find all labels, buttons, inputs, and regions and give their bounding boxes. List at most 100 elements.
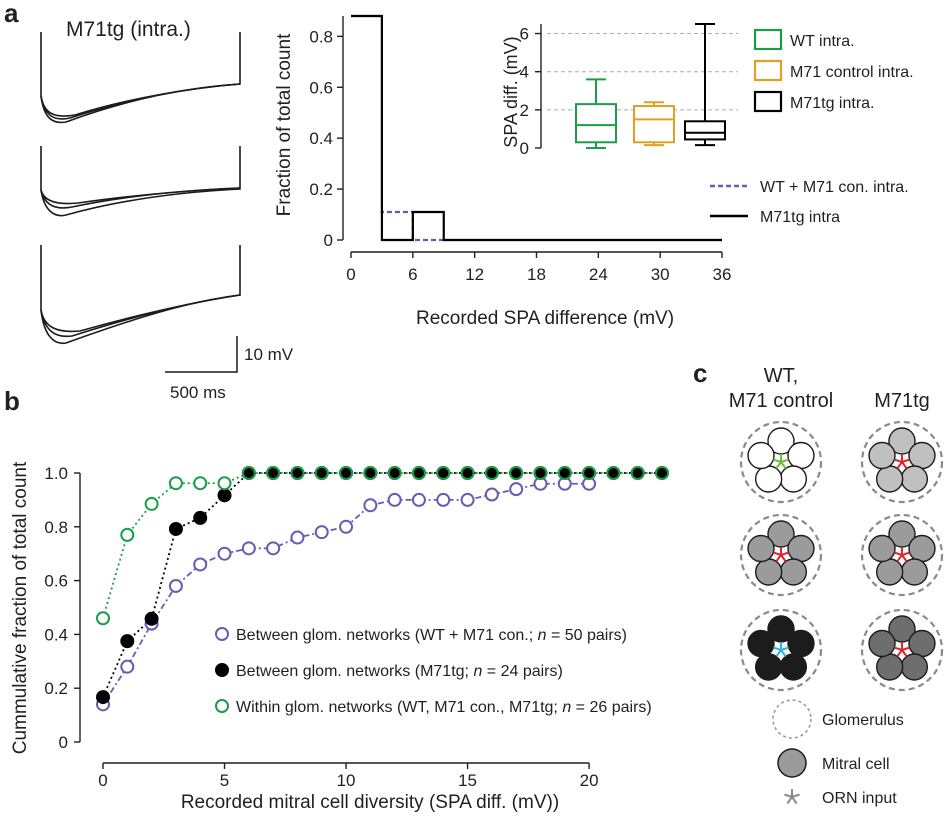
mitral-cell	[908, 441, 936, 470]
cum-point-2	[193, 476, 208, 491]
cum-point-1	[193, 510, 208, 525]
hist-xlabel: Recorded SPA difference (mV)	[416, 308, 674, 329]
cum-point-2	[217, 476, 232, 491]
trace-1c	[40, 83, 241, 117]
orn-input-star	[773, 642, 789, 658]
box-legend-label-wt: WT intra.	[790, 33, 855, 50]
box-iqr	[633, 105, 675, 144]
cum-point-0	[363, 498, 378, 513]
legend-orn-input-icon	[784, 789, 800, 805]
mitral-cell	[875, 558, 904, 586]
orn-input-ray	[775, 554, 782, 563]
mitral-cell	[787, 441, 815, 470]
cum-point-2	[436, 466, 451, 480]
orn-input-ray	[901, 461, 908, 470]
legend-mitral-cell-label: Mitral cell	[822, 756, 890, 773]
trace-2a	[40, 146, 241, 217]
hist-y-tick-label: 0.2	[309, 180, 333, 199]
orn-input-star	[894, 547, 910, 563]
trace-2c	[40, 187, 241, 205]
glomerulus-outline	[860, 608, 944, 692]
orn-input-ray	[896, 554, 903, 563]
mitral-cell	[747, 441, 775, 470]
cum-point-2	[241, 466, 256, 480]
mitral-cell	[868, 441, 896, 470]
diagram-col2-title: M71tg	[874, 390, 930, 412]
cum-x-tick-label: 20	[580, 771, 599, 790]
cum-legend-marker-m71tg	[215, 663, 229, 677]
mitral-cell	[747, 534, 775, 563]
box-legend-swatch-wt	[753, 28, 783, 51]
cum-point-0	[387, 492, 402, 507]
hist-x-tick-label: 6	[408, 265, 417, 284]
cum-point-2	[120, 527, 135, 542]
hist-x-tick-label: 24	[589, 265, 608, 284]
orn-input-ray	[901, 554, 908, 563]
cum-point-1	[96, 690, 110, 705]
panel-letter-c: c	[693, 358, 707, 388]
cum-y-tick-label: 0.4	[44, 625, 68, 644]
mitral-cell	[787, 534, 815, 563]
hist-y-tick-label: 0.8	[309, 27, 333, 46]
mitral-cell	[779, 558, 808, 586]
cum-series-line-2	[102, 472, 662, 619]
cumulative-plot: 0 5 10 15 20 0 0.2 0.4 0.6 0.8 1.0	[44, 464, 669, 790]
orn-input-ray	[901, 649, 908, 658]
cum-point-0	[339, 519, 354, 534]
box-iqr	[684, 120, 726, 141]
orn-input-ray	[901, 646, 910, 651]
cum-point-0	[509, 482, 524, 497]
cum-point-1	[120, 634, 135, 649]
orn-input-star	[773, 547, 789, 563]
mitral-cell	[868, 629, 896, 658]
cum-point-2	[606, 466, 621, 480]
cum-point-1	[168, 521, 183, 536]
cum-point-2	[460, 466, 475, 480]
orn-input-ray	[896, 461, 903, 470]
orn-input-ray	[901, 458, 910, 463]
panel-letter-b: b	[4, 386, 20, 416]
cum-point-2	[557, 466, 572, 480]
cum-point-1	[144, 611, 159, 626]
orn-input-ray	[775, 461, 782, 470]
cum-point-0	[241, 541, 256, 556]
orn-input-ray	[894, 458, 903, 463]
cum-point-0	[436, 492, 451, 507]
mitral-cell	[779, 653, 808, 681]
orn-input-star	[894, 642, 910, 658]
boxplot-inset: 0 2 4 6	[520, 23, 738, 158]
cum-point-2	[582, 466, 597, 480]
orn-input-star	[894, 454, 910, 470]
cum-point-0	[290, 530, 305, 545]
orn-input-ray	[775, 649, 782, 658]
cum-y-tick-label: 0.8	[44, 518, 68, 537]
box-legend-label-m71tg: M71tg intra.	[790, 95, 874, 112]
cum-y-tick-label: 0.6	[44, 572, 68, 591]
box-y-tick-label: 2	[520, 101, 529, 120]
mitral-cell	[875, 653, 904, 681]
cum-point-2	[144, 496, 159, 511]
cum-point-0	[168, 578, 183, 593]
legend-glomerulus-label: Glomerulus	[822, 712, 904, 729]
trace-3a	[40, 245, 241, 345]
box-ylabel: SPA diff. (mV)	[501, 36, 521, 147]
orn-input-ray	[894, 646, 903, 651]
orn-input-ray	[780, 646, 789, 651]
cum-point-2	[533, 466, 548, 480]
mitral-cell	[908, 534, 936, 563]
orn-input-ray	[773, 458, 782, 463]
voltage-traces	[40, 32, 241, 345]
hist-x-tick-label: 30	[651, 265, 670, 284]
hist-x-tick-label: 0	[346, 265, 355, 284]
hist-legend-label-wt: WT + M71 con. intra.	[760, 179, 909, 196]
traces-title: M71tg (intra.)	[66, 18, 191, 41]
legend-mitral-cell-icon	[777, 748, 807, 778]
glomerulus-outline	[739, 513, 823, 597]
cum-legend-label-within: Within glom. networks (WT, M71 con., M71…	[236, 699, 652, 716]
box-legend-label-m71con: M71 control intra.	[790, 64, 914, 81]
hist-x-tick-label: 36	[713, 265, 732, 284]
cum-point-2	[630, 466, 645, 480]
glomerulus-outline	[860, 513, 944, 597]
box-y-tick-label: 0	[520, 139, 529, 158]
